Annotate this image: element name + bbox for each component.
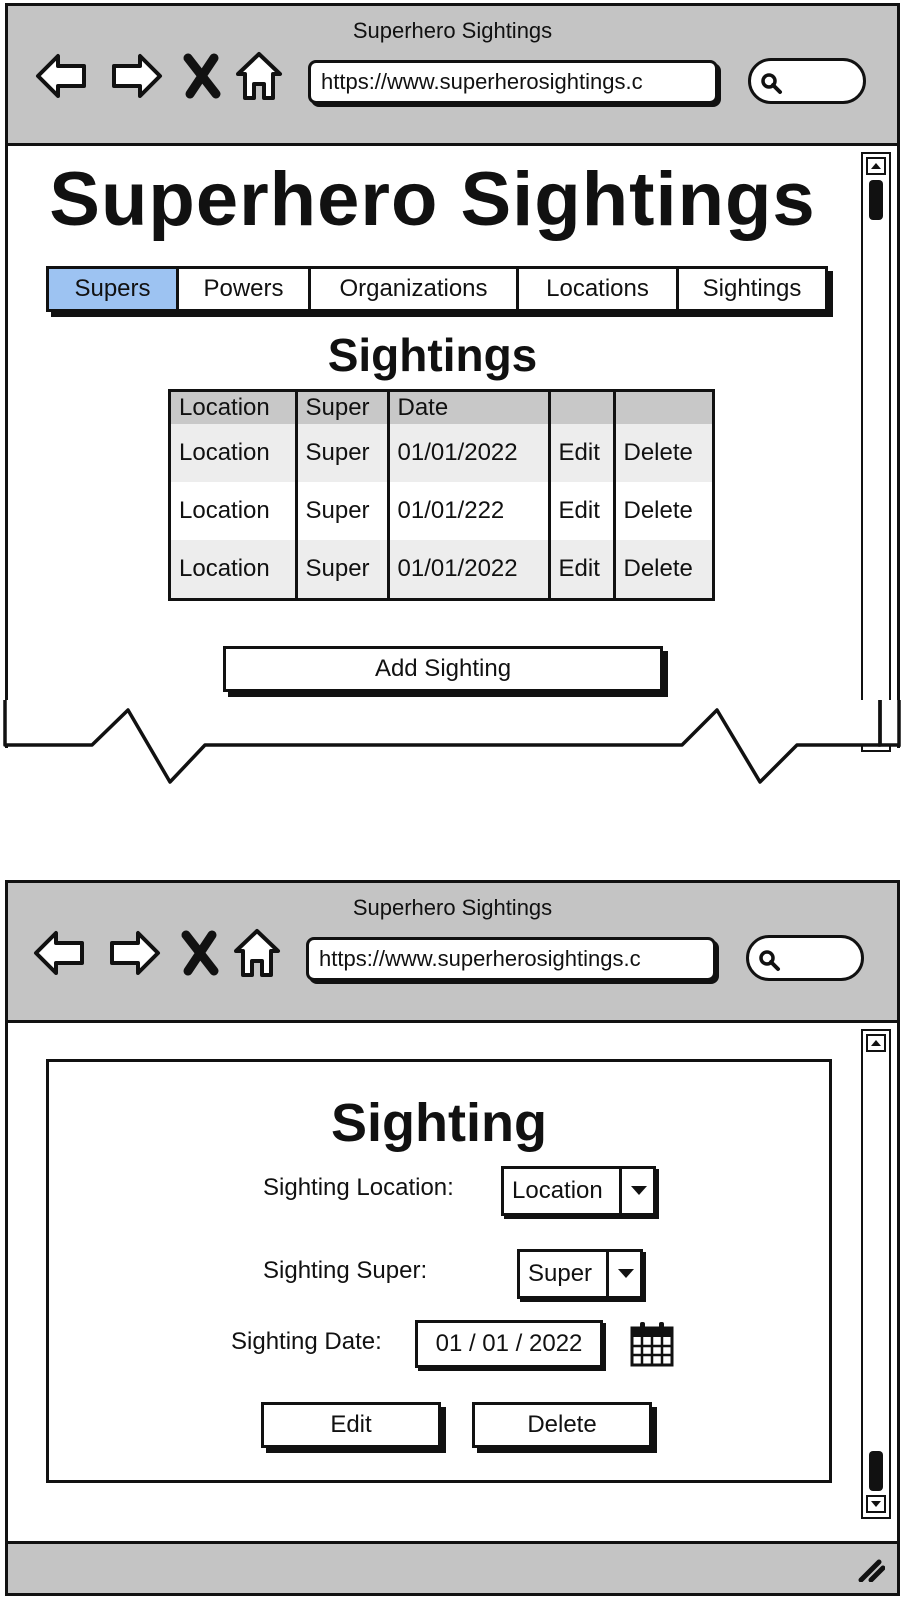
date-label: Sighting Date:: [231, 1328, 382, 1355]
search-icon: [759, 950, 780, 971]
delete-button[interactable]: Delete: [472, 1402, 652, 1448]
cell-date: 01/01/222: [388, 482, 551, 540]
cell-super: Super: [296, 540, 390, 598]
column-header-super[interactable]: Super: [296, 392, 390, 424]
main-nav-tabs: Supers Powers Organizations Locations Si…: [46, 266, 828, 312]
chevron-down-icon[interactable]: [606, 1252, 640, 1296]
tab-supers[interactable]: Supers: [49, 269, 179, 309]
column-header-location[interactable]: Location: [171, 392, 298, 424]
column-header-date[interactable]: Date: [388, 392, 551, 424]
cell-date: 01/01/2022: [388, 424, 551, 482]
table-row: Location Super 01/01/222 Edit Delete: [171, 482, 712, 540]
scroll-thumb[interactable]: [869, 180, 883, 220]
calendar-icon[interactable]: [629, 1320, 675, 1368]
tab-locations[interactable]: Locations: [519, 269, 679, 309]
add-sighting-button[interactable]: Add Sighting: [223, 646, 663, 692]
sighting-form: Sighting Sighting Location: Location Sig…: [46, 1059, 832, 1483]
section-title: Sightings: [327, 329, 538, 381]
cell-location: Location: [171, 482, 298, 540]
edit-button[interactable]: Edit: [261, 1402, 441, 1448]
super-label: Sighting Super:: [263, 1257, 428, 1284]
edit-link[interactable]: Edit: [549, 540, 616, 598]
scroll-thumb[interactable]: [869, 1451, 883, 1491]
delete-link[interactable]: Delete: [614, 482, 712, 540]
location-label: Sighting Location:: [263, 1174, 454, 1201]
forward-arrow-icon[interactable]: [106, 927, 162, 979]
browser-toolbar: Superhero Sightings https://www.superher…: [8, 6, 897, 146]
tab-powers[interactable]: Powers: [179, 269, 311, 309]
cell-location: Location: [171, 424, 298, 482]
stop-x-icon[interactable]: [178, 927, 222, 979]
stop-x-icon[interactable]: [180, 50, 224, 102]
home-icon[interactable]: [232, 927, 282, 979]
vertical-scrollbar[interactable]: [861, 152, 891, 752]
browser-search-field[interactable]: [746, 935, 864, 981]
form-title: Sighting: [331, 1093, 547, 1153]
page-title: Superhero Sightings: [49, 157, 816, 242]
date-field[interactable]: 01 / 01 / 2022: [415, 1320, 603, 1368]
sightings-table: Location Super Date Location Super 01/01…: [168, 389, 715, 601]
browser-search-field[interactable]: [748, 58, 866, 104]
tab-sightings[interactable]: Sightings: [702, 275, 802, 302]
table-row: Location Super 01/01/2022 Edit Delete: [171, 540, 712, 598]
address-bar[interactable]: https://www.superherosightings.c: [306, 937, 716, 981]
delete-link[interactable]: Delete: [614, 540, 712, 598]
window-title: Superhero Sightings: [352, 895, 553, 920]
torn-edge-divider: [3, 700, 901, 784]
delete-link[interactable]: Delete: [614, 424, 712, 482]
column-header-delete: [614, 392, 712, 424]
column-header-edit: [549, 392, 616, 424]
back-arrow-icon[interactable]: [34, 50, 90, 102]
edit-link[interactable]: Edit: [549, 424, 616, 482]
scroll-up-arrow-icon[interactable]: [866, 157, 886, 175]
browser-status-bar: [8, 1541, 897, 1593]
tab-organizations[interactable]: Organizations: [311, 269, 519, 309]
scroll-down-arrow-icon[interactable]: [866, 1495, 886, 1513]
address-bar[interactable]: https://www.superherosightings.c: [308, 60, 718, 104]
search-icon: [761, 73, 782, 94]
table-row: Location Super 01/01/2022 Edit Delete: [171, 424, 712, 482]
resize-grip-icon[interactable]: [855, 1558, 885, 1582]
browser-window-sightings-list: Superhero Sightings https://www.superher…: [5, 3, 900, 752]
cell-super: Super: [296, 482, 390, 540]
super-select[interactable]: Super: [517, 1249, 643, 1299]
scroll-up-arrow-icon[interactable]: [866, 1034, 886, 1052]
super-select-value: Super: [528, 1260, 593, 1287]
home-icon[interactable]: [234, 50, 284, 102]
location-select-value: Location: [512, 1177, 603, 1204]
cell-location: Location: [171, 540, 298, 598]
vertical-scrollbar[interactable]: [861, 1029, 891, 1519]
browser-window-sighting-detail: Superhero Sightings https://www.superher…: [5, 880, 900, 1596]
location-select[interactable]: Location: [501, 1166, 656, 1216]
chevron-down-icon[interactable]: [619, 1169, 653, 1213]
cell-super: Super: [296, 424, 390, 482]
back-arrow-icon[interactable]: [32, 927, 88, 979]
cell-date: 01/01/2022: [388, 540, 551, 598]
forward-arrow-icon[interactable]: [108, 50, 164, 102]
browser-toolbar: Superhero Sightings https://www.superher…: [8, 883, 897, 1023]
table-header-row: Location Super Date: [171, 392, 712, 424]
window-title: Superhero Sightings: [352, 18, 553, 43]
edit-link[interactable]: Edit: [549, 482, 616, 540]
